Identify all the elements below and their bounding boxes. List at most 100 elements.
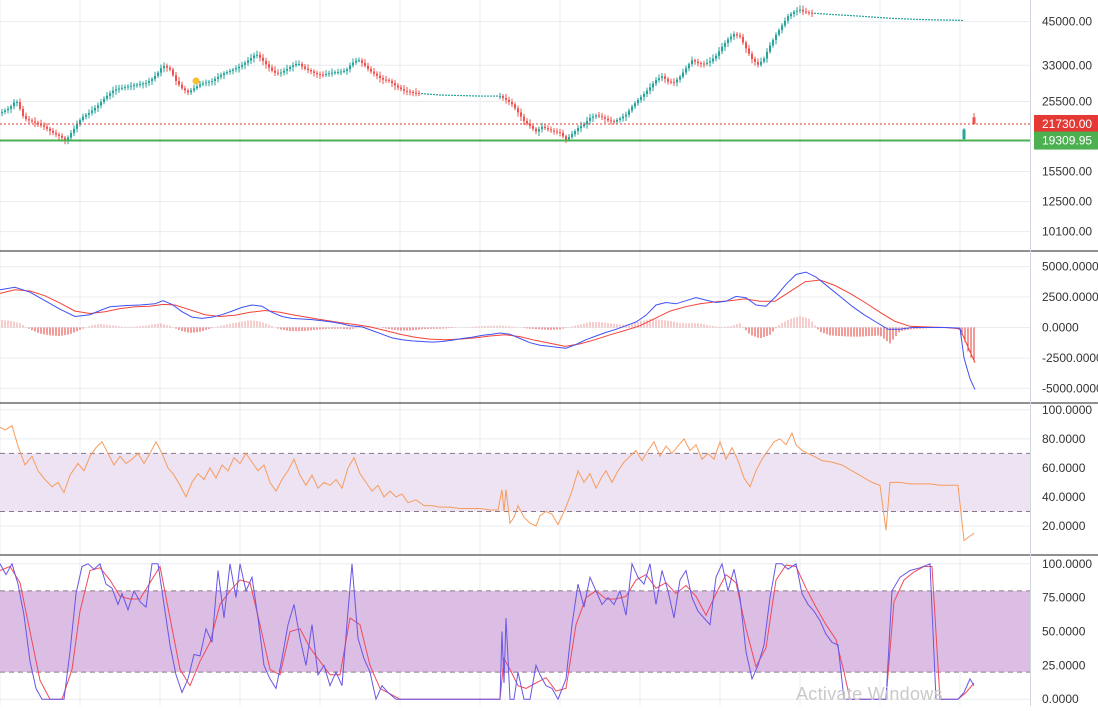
candle-up (193, 88, 195, 91)
candle-up (649, 87, 651, 91)
candle-down (559, 132, 561, 134)
candle-down (412, 92, 414, 94)
candle-up (85, 114, 87, 117)
candle-down (811, 12, 813, 14)
macd-tick-label: -2500.0000 (1042, 351, 1098, 365)
candle-down (610, 120, 612, 122)
candle-down (265, 60, 267, 65)
candle-up (160, 68, 162, 73)
candle-down (388, 79, 390, 81)
candle-up (655, 80, 657, 84)
candle-down (505, 97, 507, 100)
candle-down (703, 63, 705, 65)
candle-up (643, 93, 645, 97)
late-candle (972, 117, 976, 124)
candle-down (310, 70, 312, 72)
candle-down (34, 121, 36, 123)
candle-up (622, 116, 624, 119)
candle-up (346, 69, 348, 71)
candle-down (805, 11, 807, 13)
candle-up (199, 84, 201, 87)
candle-up (118, 88, 120, 90)
candle-up (241, 64, 243, 67)
rsi-tick-label: 80.0000 (1042, 432, 1086, 446)
candle-up (706, 62, 708, 64)
candle-up (67, 137, 69, 140)
candle-down (274, 70, 276, 73)
candle-down (37, 122, 39, 125)
candle-down (322, 74, 324, 76)
candle-down (319, 74, 321, 76)
support-price-badge (1034, 131, 1098, 150)
candle-down (700, 63, 702, 65)
rsi-tick-label: 20.0000 (1042, 519, 1086, 533)
candle-up (340, 71, 342, 73)
candle-down (664, 76, 666, 79)
candle-up (766, 51, 768, 59)
candle-down (667, 78, 669, 82)
candle-down (520, 112, 522, 117)
candle-down (364, 62, 366, 66)
candle-up (202, 83, 204, 85)
candle-up (775, 34, 777, 40)
candle-up (709, 61, 711, 63)
candle-up (256, 54, 258, 56)
candle-up (106, 95, 108, 99)
macd-tick-label: 2500.0000 (1042, 290, 1098, 304)
candle-up (247, 60, 249, 63)
candle-down (178, 81, 180, 85)
candle-down (544, 126, 546, 129)
candle-down (418, 92, 420, 94)
candle-up (16, 102, 18, 104)
candle-up (235, 68, 237, 70)
stoch-tick-label: 0.0000 (1042, 692, 1079, 706)
candle-up (7, 108, 9, 111)
stoch-d-line (0, 564, 975, 700)
candle-up (343, 70, 345, 72)
macd-tick-label: -5000.0000 (1042, 381, 1098, 395)
candle-down (385, 79, 387, 81)
candle-down (397, 85, 399, 88)
candle-up (223, 73, 225, 75)
price-tick-label: 15500.00 (1042, 164, 1092, 178)
candle-down (403, 89, 405, 91)
candle-down (802, 9, 804, 12)
candle-up (712, 58, 714, 62)
candle-up (580, 126, 582, 129)
stoch-tick-label: 25.0000 (1042, 658, 1086, 672)
candle-down (415, 92, 417, 94)
candle-down (382, 78, 384, 80)
candle-down (271, 67, 273, 71)
candle-up (4, 110, 6, 112)
candle-down (511, 102, 513, 105)
candle-up (724, 43, 726, 47)
candle-down (745, 42, 747, 49)
candle-down (550, 129, 552, 131)
candle-up (103, 98, 105, 103)
candle-down (64, 137, 66, 140)
candle-up (628, 110, 630, 115)
candle-up (220, 74, 222, 77)
candle-up (79, 120, 81, 125)
candle-up (568, 137, 570, 140)
candle-up (157, 72, 159, 76)
candle-up (790, 13, 792, 17)
candle-down (268, 64, 270, 68)
candle-down (556, 131, 558, 133)
candle-up (226, 72, 228, 74)
candle-up (676, 79, 678, 83)
candle-down (370, 68, 372, 72)
macd-tick-label: 0.0000 (1042, 321, 1079, 335)
rsi-tick-label: 100.0000 (1042, 403, 1092, 417)
candle-up (334, 72, 336, 74)
candle-down (25, 115, 27, 120)
candle-up (589, 117, 591, 121)
candle-up (76, 124, 78, 129)
candle-down (613, 120, 615, 122)
stoch-tick-label: 100.0000 (1042, 557, 1092, 571)
candle-up (763, 58, 765, 62)
candle-up (595, 115, 597, 117)
candle-up (769, 45, 771, 52)
